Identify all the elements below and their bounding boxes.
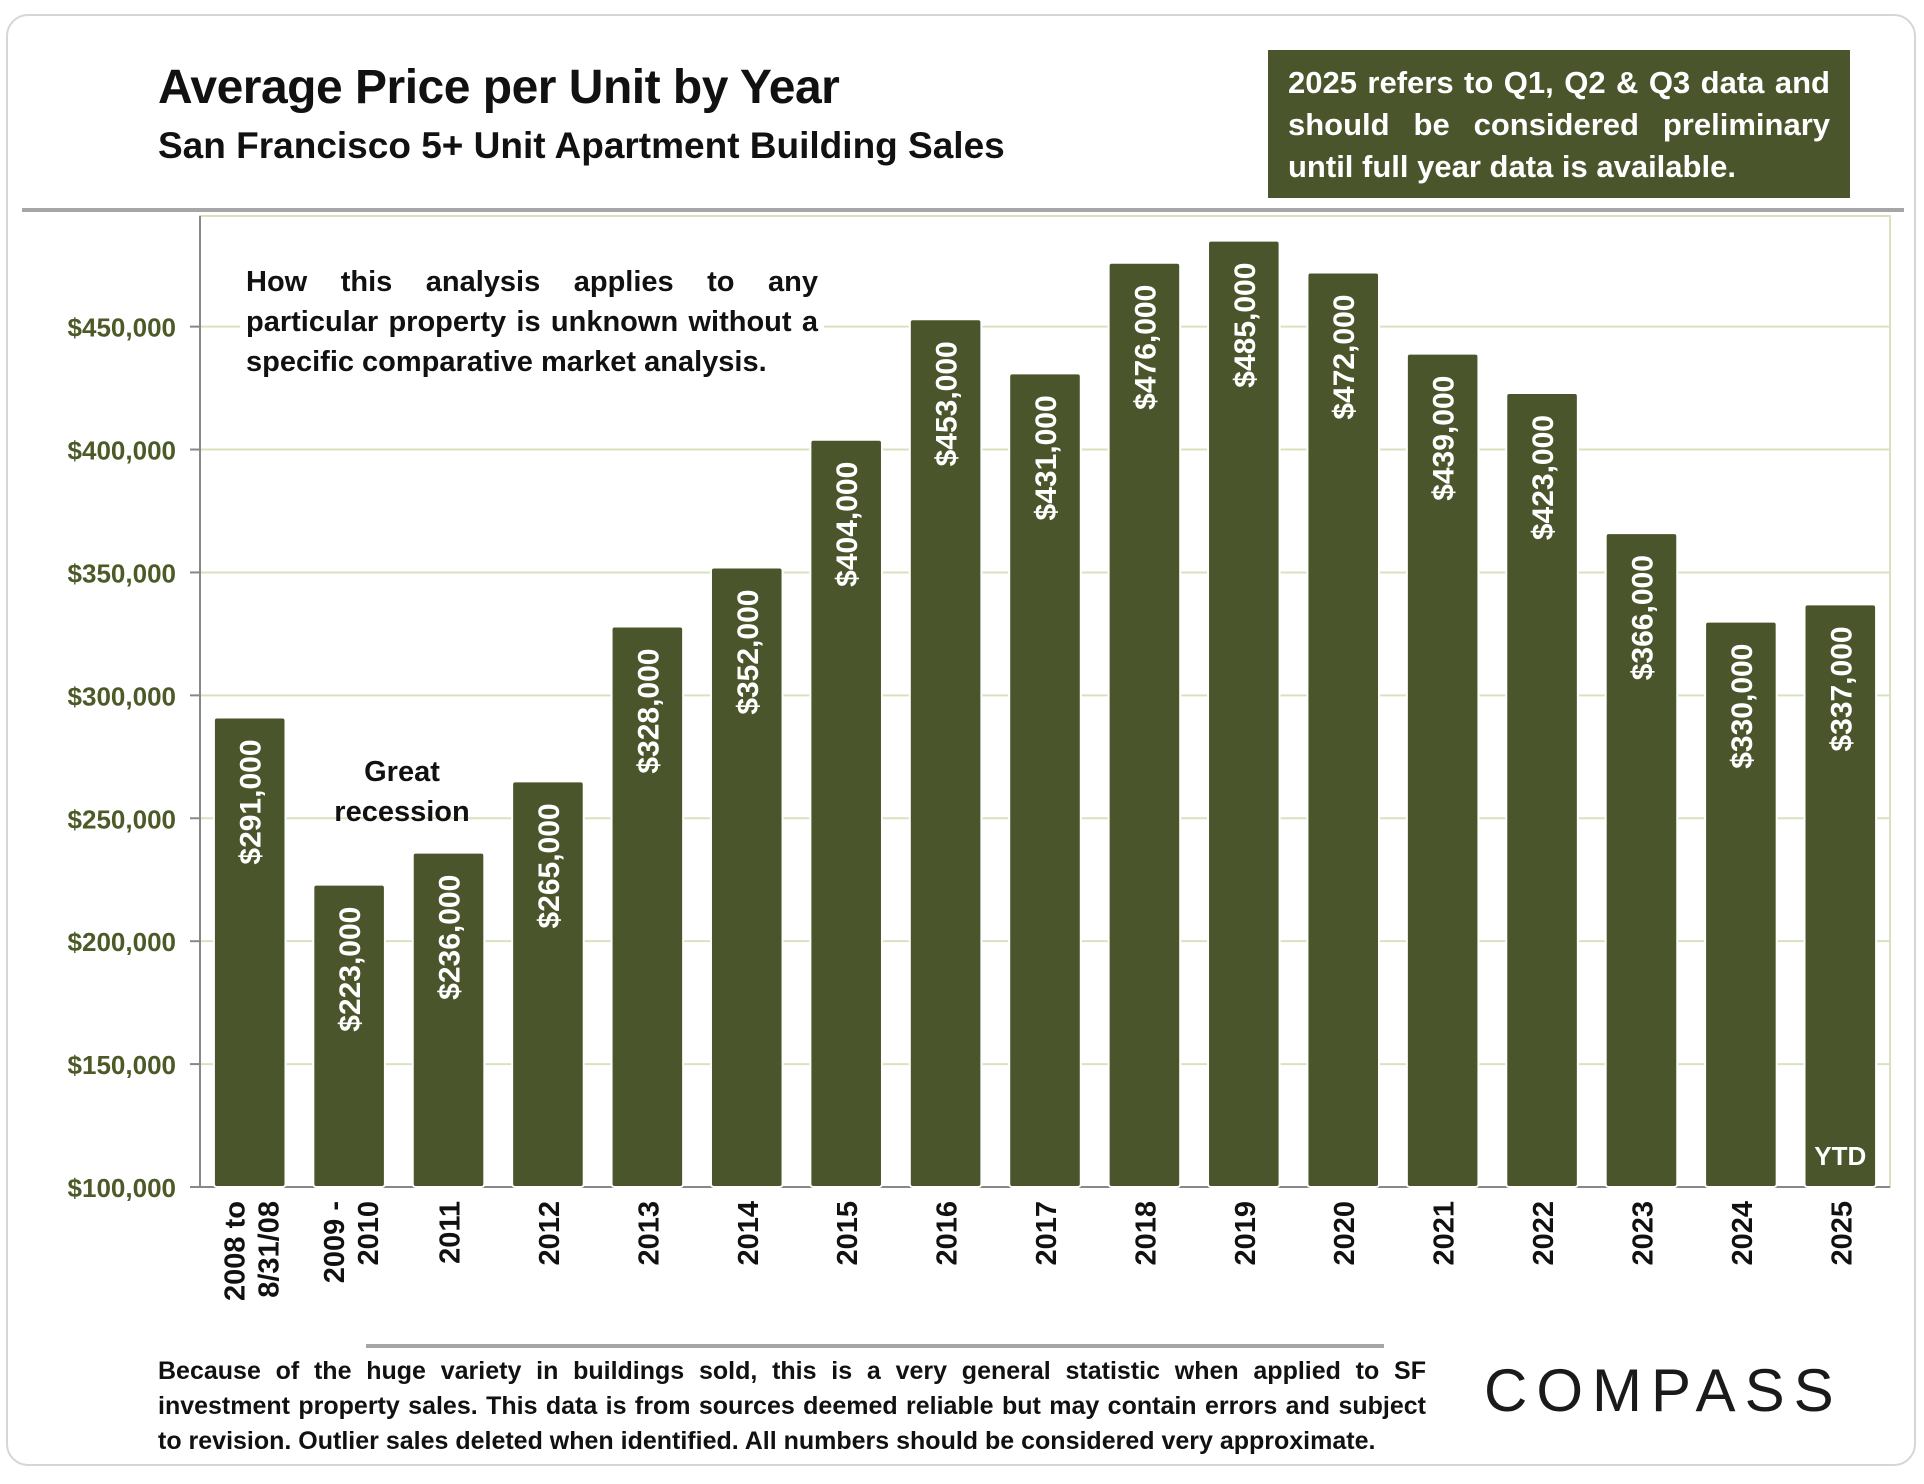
bar-value-label: $236,000 <box>434 875 467 1000</box>
x-tick-label: 2023 <box>1627 1201 1659 1266</box>
x-tick-label: 2008 to <box>220 1201 252 1301</box>
page-title: Average Price per Unit by Year <box>158 61 840 114</box>
header-divider <box>22 208 1904 212</box>
bar <box>1405 352 1480 1188</box>
bar <box>1704 620 1778 1188</box>
bar-value-label: $328,000 <box>632 649 665 774</box>
bar <box>1604 532 1679 1188</box>
bar <box>809 438 883 1188</box>
x-tick-label: 2009 - <box>319 1201 351 1283</box>
bar <box>312 883 386 1189</box>
y-tick-label: $350,000 <box>68 558 176 588</box>
y-tick-label: $200,000 <box>68 927 176 957</box>
footer-divider <box>366 1344 1384 1348</box>
x-tick-label: 2019 <box>1230 1201 1262 1266</box>
x-tick-label: 2015 <box>832 1201 864 1266</box>
bar <box>1107 261 1182 1189</box>
x-tick-label: 2011 <box>435 1201 467 1264</box>
y-tick-label: $300,000 <box>68 681 176 711</box>
x-tick-label: 2017 <box>1031 1201 1063 1266</box>
compass-logo: COMPASS <box>1484 1357 1843 1424</box>
bar-value-label: $404,000 <box>831 462 864 587</box>
recession-annotation: Great recession <box>334 756 470 828</box>
bar <box>1008 372 1082 1188</box>
bar-value-label: $453,000 <box>931 341 964 466</box>
x-tick-label: 2012 <box>534 1201 566 1266</box>
bar-value-label: $472,000 <box>1328 295 1361 420</box>
y-tick-label: $250,000 <box>68 804 176 834</box>
page-subtitle: San Francisco 5+ Unit Apartment Building… <box>158 125 1005 166</box>
x-tick-label: 8/31/08 <box>254 1201 286 1298</box>
bar-value-label: $352,000 <box>732 590 765 715</box>
bar-value-label: $431,000 <box>1030 395 1063 520</box>
bar-value-label: $337,000 <box>1825 626 1858 751</box>
bar <box>908 318 983 1189</box>
bar-value-label: $485,000 <box>1229 263 1262 388</box>
x-tick-label: 2018 <box>1130 1201 1162 1266</box>
footer-disclaimer: Because of the huge variety in buildings… <box>158 1357 1426 1455</box>
x-tick-label: 2024 <box>1727 1201 1759 1266</box>
bar-value-label: $223,000 <box>334 907 367 1032</box>
bar <box>1207 239 1281 1188</box>
y-tick-label: $100,000 <box>68 1173 176 1203</box>
bar-value-label: $330,000 <box>1726 644 1759 769</box>
x-tick-label: 2013 <box>633 1201 665 1266</box>
bar <box>610 625 685 1188</box>
bar <box>1306 271 1381 1188</box>
bar <box>1803 603 1878 1188</box>
bar-value-label: $265,000 <box>533 803 566 928</box>
bar <box>411 851 486 1189</box>
chart-frame <box>6 14 1916 1466</box>
x-tick-label: 2014 <box>733 1201 765 1266</box>
ytd-label: YTD <box>1814 1141 1866 1171</box>
bar <box>212 716 287 1188</box>
bar-value-label: $476,000 <box>1129 285 1162 410</box>
bar-value-label: $423,000 <box>1527 415 1560 540</box>
x-tick-label: 2016 <box>932 1201 964 1266</box>
bar <box>709 566 784 1188</box>
x-tick-label: 2010 <box>353 1201 385 1266</box>
y-tick-label: $150,000 <box>68 1050 176 1080</box>
bar-value-label: $291,000 <box>235 739 268 864</box>
bar-value-label: $439,000 <box>1428 376 1461 501</box>
bar-value-label: $366,000 <box>1626 555 1659 680</box>
x-tick-label: 2020 <box>1329 1201 1361 1266</box>
y-tick-label: $450,000 <box>68 313 176 343</box>
preliminary-data-note: 2025 refers to Q1, Q2 & Q3 data and shou… <box>1268 50 1850 198</box>
x-tick-label: 2022 <box>1528 1201 1560 1266</box>
x-tick-label: 2025 <box>1826 1201 1858 1266</box>
bar <box>1505 391 1579 1188</box>
x-tick-label: 2021 <box>1429 1201 1461 1266</box>
analysis-disclaimer: How this analysis applies to any particu… <box>240 260 824 384</box>
bar <box>511 780 585 1188</box>
y-tick-label: $400,000 <box>68 436 176 466</box>
